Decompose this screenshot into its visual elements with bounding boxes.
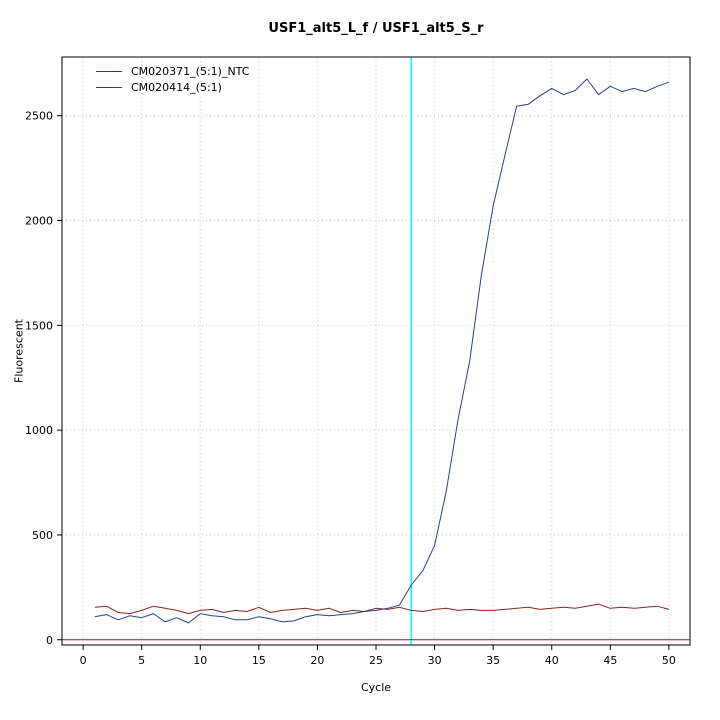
series-line-1 (94, 78, 670, 624)
x-tick-label: 0 (80, 654, 87, 667)
x-tick-label: 20 (310, 654, 324, 667)
y-tick-label: 2500 (25, 110, 53, 123)
chart-title: USF1_alt5_L_f / USF1_alt5_S_r (268, 21, 484, 36)
y-tick-label: 0 (46, 634, 53, 647)
legend-item-ntc: CM020371_(5:1)_NTC (96, 63, 249, 79)
legend-line-swatch-sample (96, 86, 122, 88)
legend-item-sample: CM020414_(5:1) (96, 79, 249, 95)
x-axis-title: Cycle (360, 681, 392, 694)
x-tick-label: 35 (486, 654, 500, 667)
y-tick-label: 500 (32, 529, 53, 542)
x-tick-label: 15 (252, 654, 266, 667)
y-tick-label: 2000 (25, 215, 53, 228)
x-tick-label: 10 (193, 654, 207, 667)
x-tick-label: 25 (369, 654, 383, 667)
y-axis-title: Fluorescent (12, 319, 26, 383)
x-tick-label: 30 (428, 654, 442, 667)
legend-line-swatch-ntc (96, 70, 122, 72)
x-tick-label: 45 (603, 654, 617, 667)
x-tick-label: 5 (138, 654, 145, 667)
x-tick-label: 50 (662, 654, 676, 667)
legend-label-sample: CM020414_(5:1) (131, 80, 222, 94)
legend: CM020371_(5:1)_NTC CM020414_(5:1) (96, 63, 249, 95)
legend-label-ntc: CM020371_(5:1)_NTC (131, 64, 250, 78)
y-tick-label: 1000 (25, 424, 53, 437)
y-tick-label: 1500 (25, 319, 53, 332)
x-tick-label: 40 (545, 654, 559, 667)
